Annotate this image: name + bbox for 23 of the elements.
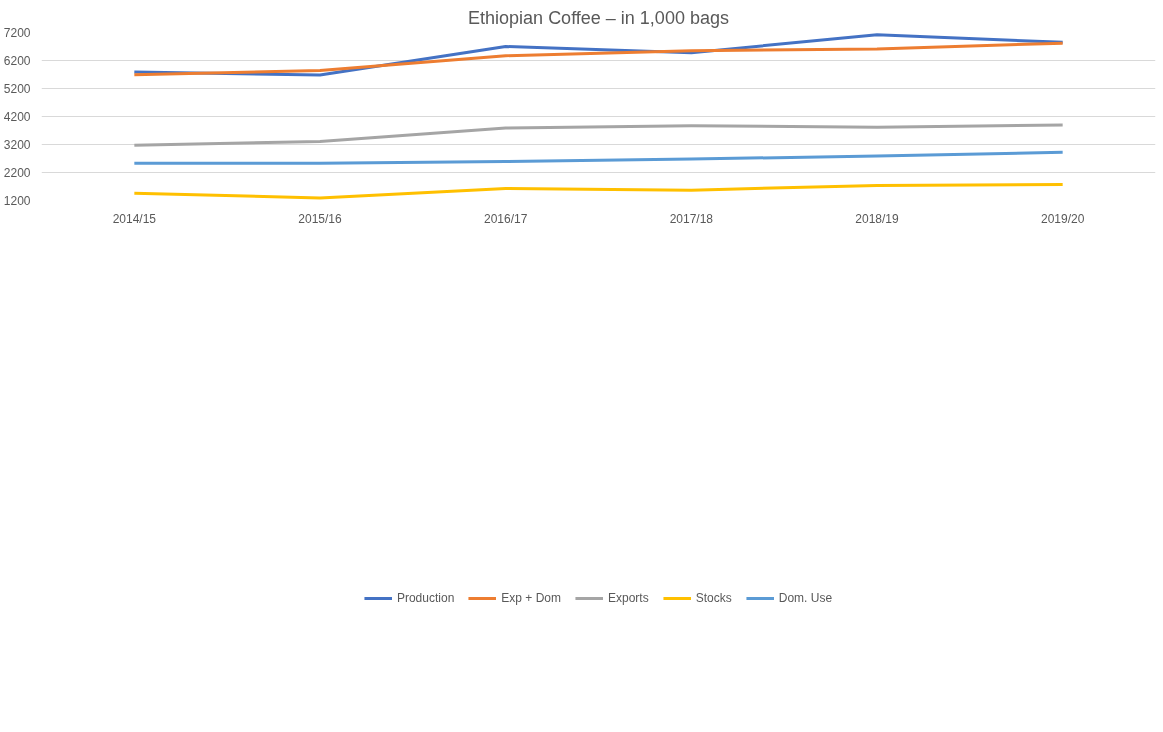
chart-title: Ethiopian Coffee – in 1,000 bags: [468, 7, 729, 28]
legend-label: Exp + Dom: [501, 591, 562, 605]
legend-label: Dom. Use: [778, 591, 833, 605]
x-tick-label: 2014/15: [112, 211, 157, 226]
y-tick-label: 7200: [3, 26, 31, 40]
line-series: [132, 123, 1065, 147]
y-tick-label: 6200: [3, 54, 31, 68]
line-series: [132, 150, 1065, 165]
y-tick-label: 2200: [3, 166, 31, 180]
y-tick-label: 4200: [3, 110, 31, 124]
line-series: [132, 41, 1065, 77]
legend-label: Production: [396, 591, 455, 605]
x-tick-label: 2017/18: [669, 211, 714, 226]
x-tick-label: 2018/19: [855, 211, 900, 226]
x-tick-label: 2019/20: [1040, 211, 1085, 226]
y-tick-label: 1200: [3, 194, 31, 208]
x-tick-label: 2015/16: [298, 211, 343, 226]
line-series: [132, 183, 1065, 200]
y-tick-label: 3200: [3, 138, 31, 152]
y-tick-label: 5200: [3, 82, 31, 96]
legend-label: Stocks: [695, 591, 732, 605]
x-tick-label: 2016/17: [483, 211, 528, 226]
legend-label: Exports: [608, 591, 649, 605]
